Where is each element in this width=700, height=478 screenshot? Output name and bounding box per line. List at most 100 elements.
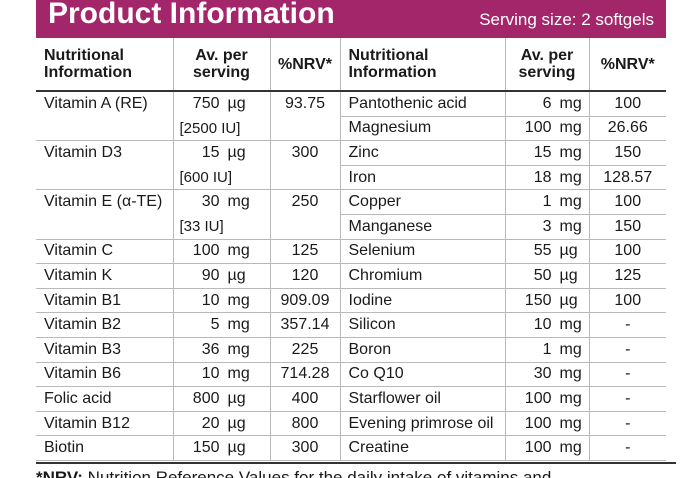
amount-value: 15	[201, 144, 220, 162]
table-body: Vitamin A (RE) 750 µg 93.75 Pantothenic acid…	[36, 91, 666, 461]
mineral-amount: 15 mg	[505, 140, 590, 166]
mineral-nrv: 26.66	[589, 116, 666, 142]
nutrient-nrv: 400	[270, 386, 341, 412]
amount-value: 36	[201, 340, 220, 358]
nutrient-name: Vitamin B2	[36, 312, 174, 338]
mineral-name: Evening primrose oil	[340, 411, 506, 437]
table-row: Vitamin B12 20 µg 800 Evening primrose oil 10…	[36, 411, 666, 437]
amount-unit: µg	[559, 242, 578, 260]
mineral-amount: 100 mg	[505, 435, 590, 461]
nutrient-amount: 100 mg	[173, 239, 271, 265]
mineral-nrv: -	[589, 411, 666, 437]
nutrient-name: Vitamin B6	[36, 362, 174, 388]
mineral-name: Zinc	[340, 140, 506, 166]
amount-unit: µg	[227, 95, 246, 113]
amount-value: 10	[201, 365, 220, 383]
amount-value: 1	[542, 340, 552, 358]
mineral-name: Boron	[340, 337, 506, 363]
amount-unit: µg	[227, 266, 246, 284]
nutrient-name: Vitamin C	[36, 239, 174, 265]
mineral-nrv: 100	[589, 288, 666, 314]
amount-value: 20	[201, 414, 220, 432]
mineral-nrv: 125	[589, 263, 666, 289]
mineral-nrv: -	[589, 362, 666, 388]
nutrient-iu: [33 IU]	[173, 214, 271, 240]
amount-unit: mg	[559, 389, 582, 407]
mineral-amount: 100 mg	[505, 411, 590, 437]
mineral-name: Co Q10	[340, 362, 506, 388]
mineral-amount: 50 µg	[505, 263, 590, 289]
mineral-name: Chromium	[340, 263, 506, 289]
mineral-amount: 3 mg	[505, 214, 590, 240]
amount-unit: mg	[227, 340, 250, 358]
amount-unit: mg	[559, 414, 582, 432]
mineral-nrv: 100	[589, 91, 666, 117]
mineral-nrv: 100	[589, 189, 666, 215]
table-row: [2500 IU] Magnesium 100 mg 26.66	[36, 116, 666, 142]
mineral-amount: 10 mg	[505, 312, 590, 338]
nutrient-nrv: 800	[270, 411, 341, 437]
table-row: Vitamin D3 15 µg 300 Zinc 15 mg 150	[36, 140, 666, 191]
mineral-name: Copper	[340, 189, 506, 215]
table-row: Vitamin A (RE) 750 µg 93.75 Pantothenic acid…	[36, 91, 666, 142]
table-row: [33 IU] Manganese 3 mg 150	[36, 214, 666, 240]
amount-value: 5	[210, 316, 220, 334]
amount-value: 1	[542, 193, 552, 211]
nutrient-amount: 10 mg	[173, 362, 271, 388]
nrv-footnote: *NRV: Nutrition Reference Values for the…	[36, 462, 676, 478]
nutrient-nrv: 120	[270, 263, 341, 289]
nutrient-nrv: 93.75	[270, 91, 341, 142]
mineral-name: Silicon	[340, 312, 506, 338]
amount-value: 15	[533, 143, 552, 161]
table-row: [600 IU] Iron 18 mg 128.57	[36, 165, 666, 191]
amount-unit: mg	[559, 193, 582, 211]
nutrient-nrv: 225	[270, 337, 341, 363]
mineral-amount: 6 mg	[505, 91, 590, 117]
nutrition-table: Nutritional Information Av. per serving …	[36, 38, 666, 461]
col-header-name-2: Nutritional Information	[340, 38, 506, 92]
amount-value: 18	[533, 168, 552, 186]
amount-value: 100	[192, 242, 220, 260]
mineral-name: Creatine	[340, 435, 506, 461]
nutrient-name: Vitamin B1	[36, 288, 174, 314]
mineral-amount: 1 mg	[505, 189, 590, 215]
mineral-amount: 150 µg	[505, 288, 590, 314]
mineral-nrv: -	[589, 386, 666, 412]
amount-unit: µg	[227, 144, 246, 162]
amount-value: 150	[524, 291, 552, 309]
nutrient-nrv: 250	[270, 189, 341, 240]
amount-value: 100	[524, 119, 552, 137]
mineral-amount: 30 mg	[505, 362, 590, 388]
mineral-name: Magnesium	[340, 116, 506, 142]
table-row: Folic acid 800 µg 400 Starflower oil 100 mg -	[36, 386, 666, 412]
table-row: Biotin 150 µg 300 Creatine 100 mg -	[36, 435, 666, 461]
mineral-name: Pantothenic acid	[340, 91, 506, 117]
mineral-name: Iodine	[340, 288, 506, 314]
amount-unit: mg	[559, 119, 582, 137]
nutrient-amount: 20 µg	[173, 411, 271, 437]
nutrient-nrv: 357.14	[270, 312, 341, 338]
amount-value: 100	[524, 439, 552, 457]
nutrient-nrv: 300	[270, 140, 341, 191]
mineral-nrv: 150	[589, 214, 666, 240]
nutrient-amount: 36 mg	[173, 337, 271, 363]
col-header-per-serving: Av. per serving	[173, 38, 271, 92]
col-header-name: Nutritional Information	[36, 38, 174, 92]
nutrient-amount: 10 mg	[173, 288, 271, 314]
amount-value: 3	[542, 217, 552, 235]
mineral-amount: 100 mg	[505, 116, 590, 142]
nutrient-iu: [2500 IU]	[173, 116, 271, 142]
col-header-nrv: %NRV*	[270, 38, 341, 92]
nutrient-nrv: 714.28	[270, 362, 341, 388]
table-row: Vitamin B6 10 mg 714.28 Co Q10 30 mg -	[36, 362, 666, 388]
amount-value: 90	[201, 266, 220, 284]
amount-unit: mg	[559, 143, 582, 161]
nutrient-amount: 750 µg	[173, 91, 271, 117]
nutrient-amount: 30 mg	[173, 189, 271, 215]
mineral-amount: 18 mg	[505, 165, 590, 191]
amount-value: 100	[524, 389, 552, 407]
table-row: Vitamin C 100 mg 125 Selenium 55 µg 100	[36, 239, 666, 265]
amount-unit: mg	[227, 316, 250, 334]
page-title: Product Information	[48, 0, 335, 30]
table-row: Vitamin B2 5 mg 357.14 Silicon 10 mg -	[36, 312, 666, 338]
